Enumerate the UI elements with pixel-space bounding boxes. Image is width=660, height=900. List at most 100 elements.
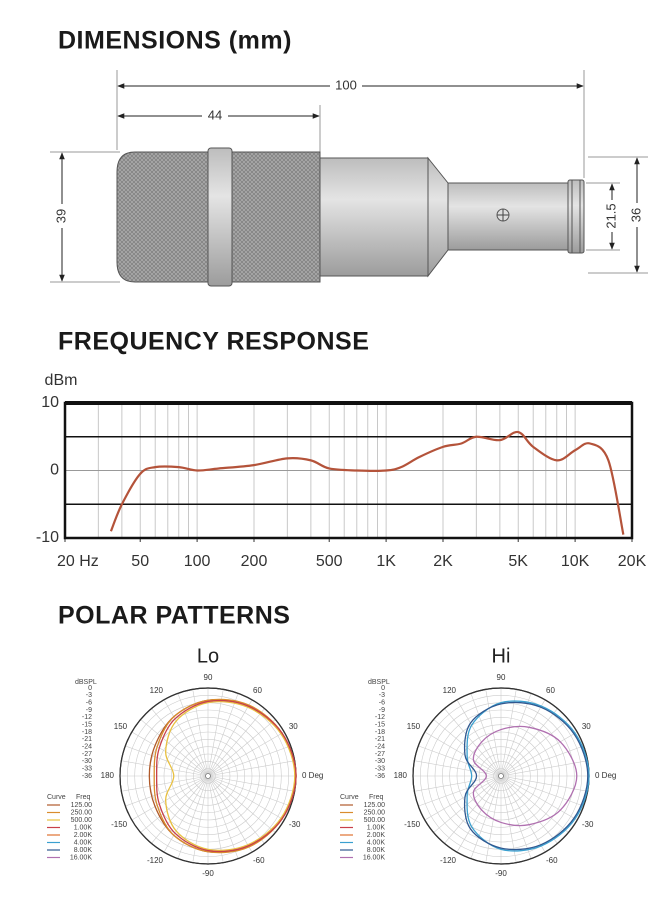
legend-header: Freq bbox=[76, 794, 91, 801]
r-tick-label: -33 bbox=[375, 766, 385, 773]
r-tick-label: -18 bbox=[82, 729, 92, 736]
dimension-label-backgrounds bbox=[54, 78, 645, 232]
polar-ring bbox=[420, 695, 582, 857]
polar-ring bbox=[493, 768, 509, 784]
legend-header: Freq bbox=[369, 794, 384, 801]
r-tick-label: -12 bbox=[82, 714, 92, 721]
r-tick-label: -21 bbox=[82, 736, 92, 743]
legend-label: 4.00K bbox=[74, 839, 93, 846]
legend-label: 250.00 bbox=[364, 809, 386, 816]
theta-tick-label: 60 bbox=[546, 686, 555, 695]
legend-label: 125.00 bbox=[364, 802, 386, 809]
r-tick-label: -24 bbox=[82, 744, 92, 751]
theta-tick-label: -30 bbox=[289, 820, 301, 829]
r-tick-label: 0 bbox=[381, 685, 385, 692]
legend-label: 500.00 bbox=[364, 817, 386, 824]
x-tick-label: 100 bbox=[184, 553, 211, 570]
x-tick-label: 10K bbox=[561, 553, 590, 570]
theta-tick-label: -30 bbox=[582, 820, 594, 829]
theta-tick-label: 60 bbox=[253, 686, 262, 695]
theta-tick-label: -90 bbox=[495, 869, 507, 878]
theta-tick-label: 0 Deg bbox=[595, 771, 616, 780]
dimension-label: 39 bbox=[53, 209, 68, 223]
legend-label: 500.00 bbox=[71, 817, 93, 824]
polar-ring bbox=[163, 731, 253, 821]
r-tick-label: -36 bbox=[82, 773, 92, 780]
legend-label: 250.00 bbox=[71, 809, 93, 816]
r-tick-label: -9 bbox=[86, 707, 92, 714]
polar-curve bbox=[466, 700, 590, 852]
polar-ring bbox=[464, 739, 538, 813]
theta-tick-label: -60 bbox=[253, 856, 265, 865]
y-tick-label: -10 bbox=[36, 529, 59, 546]
x-tick-label: 20 Hz bbox=[57, 553, 99, 570]
x-tick-label: 500 bbox=[316, 553, 343, 570]
y-tick-label: 10 bbox=[41, 394, 59, 411]
polar-ring bbox=[442, 717, 560, 835]
theta-tick-label: 120 bbox=[443, 686, 457, 695]
r-tick-label: -9 bbox=[379, 707, 385, 714]
x-tick-label: 20K bbox=[618, 553, 647, 570]
polar-title: Hi bbox=[492, 645, 511, 667]
polar-chart: Lo0-3-6-9-12-15-18-21-24-27-30-33-36dBSP… bbox=[47, 645, 323, 878]
frequency-chart: -10 0 10 20 Hz 50 100 200 500 1K 2K 5K 10K 20K dBm bbox=[36, 372, 647, 570]
section-title: DIMENSIONS (mm) bbox=[58, 27, 292, 55]
theta-tick-label: 0 Deg bbox=[302, 771, 323, 780]
r-tick-label: -6 bbox=[379, 700, 385, 707]
polar-ring bbox=[434, 709, 568, 843]
theta-tick-label: -150 bbox=[404, 820, 421, 829]
dimension-label: 36 bbox=[628, 208, 643, 222]
theta-tick-label: -60 bbox=[546, 856, 558, 865]
r-tick-label: -3 bbox=[86, 692, 92, 699]
dimension-label: 100 bbox=[335, 77, 357, 92]
polar-ring bbox=[449, 724, 553, 828]
theta-tick-label: 150 bbox=[407, 722, 421, 731]
polar-ring bbox=[478, 753, 524, 799]
theta-tick-label: 180 bbox=[101, 771, 115, 780]
legend-header: Curve bbox=[47, 794, 66, 801]
y-axis-label: dBm bbox=[45, 372, 78, 389]
dimension-label: 21.5 bbox=[603, 203, 618, 228]
legend-label: 2.00K bbox=[74, 832, 93, 839]
legend-label: 8.00K bbox=[74, 847, 93, 854]
polar-ring bbox=[127, 695, 289, 857]
theta-tick-label: 30 bbox=[289, 722, 298, 731]
polar-curve bbox=[472, 725, 578, 827]
section-title: POLAR PATTERNS bbox=[58, 602, 290, 630]
polar-center bbox=[205, 773, 211, 779]
dimension-label: 44 bbox=[208, 107, 222, 122]
r-tick-label: -27 bbox=[375, 751, 385, 758]
polar-ring bbox=[141, 709, 275, 843]
theta-tick-label: 150 bbox=[114, 722, 128, 731]
section-title: FREQUENCY RESPONSE bbox=[58, 328, 369, 356]
r-tick-label: -33 bbox=[82, 766, 92, 773]
legend-label: 2.00K bbox=[367, 832, 386, 839]
r-tick-label: -15 bbox=[82, 722, 92, 729]
r-tick-label: -36 bbox=[375, 773, 385, 780]
theta-tick-label: 30 bbox=[582, 722, 591, 731]
r-tick-label: -30 bbox=[82, 758, 92, 765]
r-tick-label: -12 bbox=[375, 714, 385, 721]
response-curve bbox=[109, 430, 625, 535]
legend-label: 1.00K bbox=[74, 824, 93, 831]
x-tick-label: 1K bbox=[376, 553, 396, 570]
r-tick-label: 0 bbox=[88, 685, 92, 692]
polar-ring bbox=[200, 768, 216, 784]
r-axis-label: dBSPL bbox=[368, 679, 390, 686]
legend-label: 8.00K bbox=[367, 847, 386, 854]
polar-curve bbox=[153, 698, 297, 854]
r-tick-label: -15 bbox=[375, 722, 385, 729]
polar-ring bbox=[185, 753, 231, 799]
r-tick-label: -27 bbox=[82, 751, 92, 758]
r-tick-label: -30 bbox=[375, 758, 385, 765]
legend-header: Curve bbox=[340, 794, 359, 801]
theta-tick-label: 120 bbox=[150, 686, 164, 695]
polar-curve bbox=[463, 701, 589, 851]
legend-label: 1.00K bbox=[367, 824, 386, 831]
legend-label: 4.00K bbox=[367, 839, 386, 846]
theta-tick-label: 90 bbox=[204, 673, 213, 682]
theta-tick-label: 90 bbox=[497, 673, 506, 682]
legend-label: 16.00K bbox=[70, 854, 93, 861]
theta-tick-label: -150 bbox=[111, 820, 128, 829]
